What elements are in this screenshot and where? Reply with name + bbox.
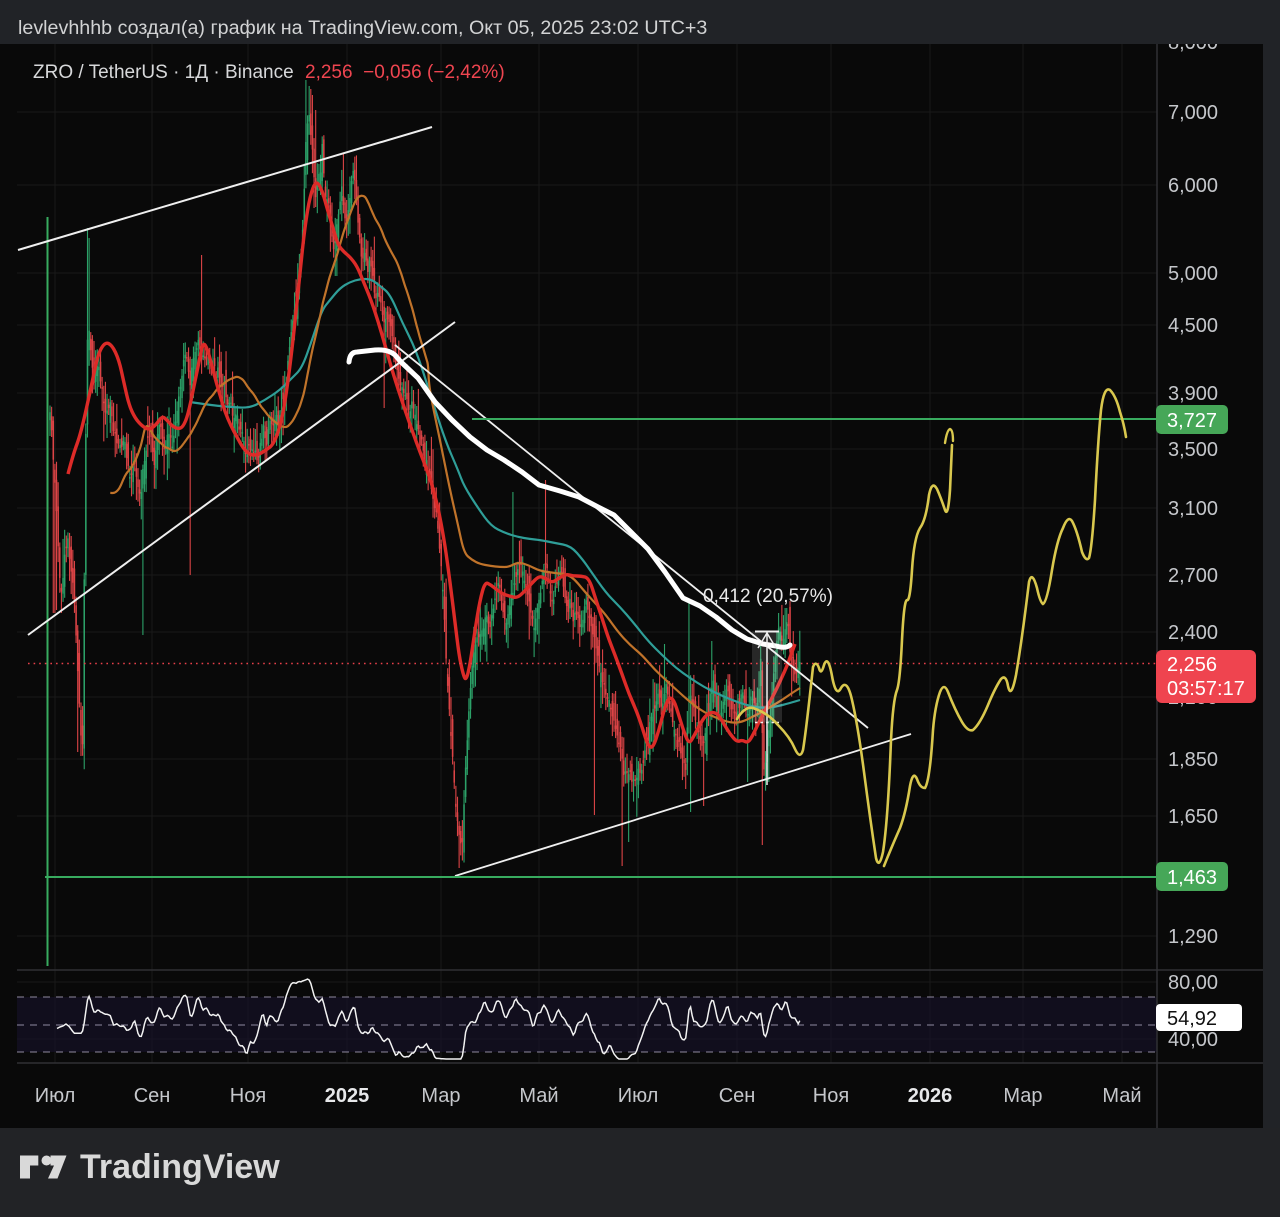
- svg-text:1,850: 1,850: [1168, 749, 1218, 771]
- svg-text:2,256: 2,256: [1167, 654, 1217, 676]
- svg-text:Июл: Июл: [618, 1085, 659, 1107]
- svg-text:7,000: 7,000: [1168, 102, 1218, 124]
- svg-text:2026: 2026: [908, 1085, 953, 1107]
- svg-text:1,463: 1,463: [1167, 867, 1217, 889]
- svg-text:54,92: 54,92: [1167, 1008, 1217, 1030]
- svg-text:ZRO / TetherUS · 1Д · Binance: ZRO / TetherUS · 1Д · Binance: [33, 62, 294, 83]
- svg-text:80,00: 80,00: [1168, 972, 1218, 994]
- svg-text:1,650: 1,650: [1168, 806, 1218, 828]
- svg-text:3,500: 3,500: [1168, 439, 1218, 461]
- svg-text:Ноя: Ноя: [813, 1085, 849, 1107]
- svg-text:Май: Май: [1102, 1085, 1141, 1107]
- svg-text:Май: Май: [519, 1085, 558, 1107]
- svg-text:Ноя: Ноя: [230, 1085, 266, 1107]
- svg-text:6,000: 6,000: [1168, 175, 1218, 197]
- svg-text:Мар: Мар: [1003, 1085, 1042, 1107]
- svg-text:Сен: Сен: [134, 1085, 171, 1107]
- svg-text:3,727: 3,727: [1167, 410, 1217, 432]
- svg-text:1,290: 1,290: [1168, 926, 1218, 948]
- svg-text:levlevhhhb создал(а) график на: levlevhhhb создал(а) график на TradingVi…: [18, 17, 707, 39]
- svg-text:0,412 (20,57%): 0,412 (20,57%): [703, 586, 833, 607]
- svg-text:Июл: Июл: [35, 1085, 76, 1107]
- svg-text:2,400: 2,400: [1168, 622, 1218, 644]
- svg-text:2,700: 2,700: [1168, 565, 1218, 587]
- svg-text:4,500: 4,500: [1168, 315, 1218, 337]
- svg-text:TradingView: TradingView: [80, 1148, 280, 1186]
- svg-text:Сен: Сен: [719, 1085, 756, 1107]
- svg-text:2,256 −0,056 (−2,42%): 2,256 −0,056 (−2,42%): [305, 62, 505, 83]
- svg-text:3,900: 3,900: [1168, 383, 1218, 405]
- svg-text:03:57:17: 03:57:17: [1167, 678, 1245, 700]
- svg-text:3,100: 3,100: [1168, 498, 1218, 520]
- svg-text:5,000: 5,000: [1168, 263, 1218, 285]
- svg-text:2025: 2025: [325, 1085, 370, 1107]
- svg-text:40,00: 40,00: [1168, 1029, 1218, 1051]
- svg-text:Мар: Мар: [421, 1085, 460, 1107]
